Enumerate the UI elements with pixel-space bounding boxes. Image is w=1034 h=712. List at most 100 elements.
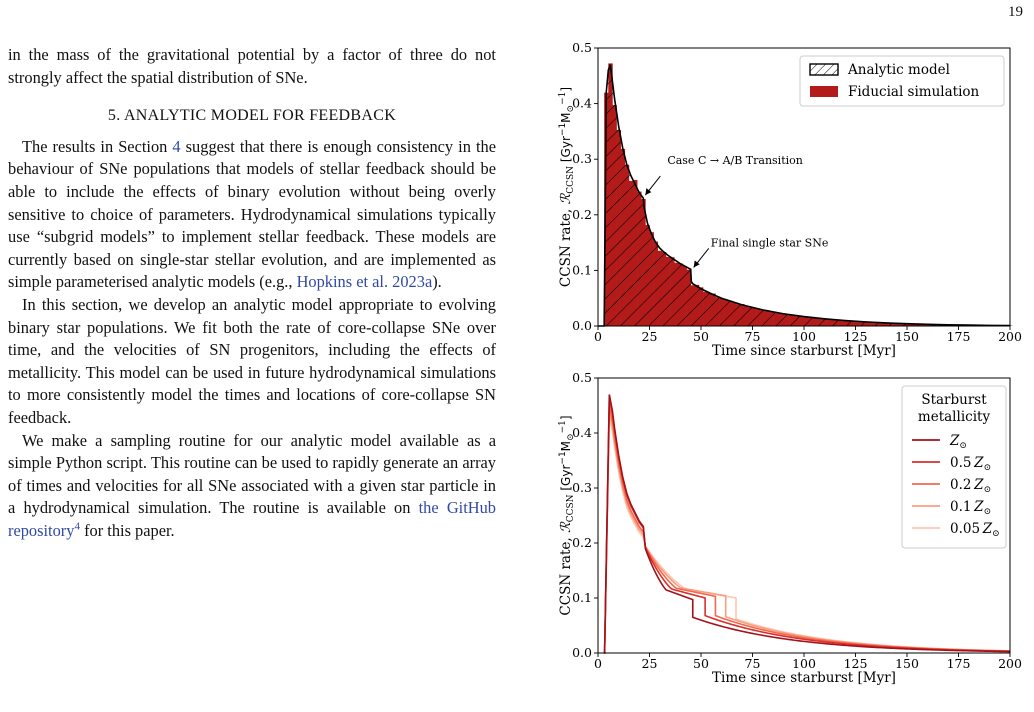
y-axis-label-part: ⊙: [566, 105, 576, 113]
x-tick-label: 100: [792, 656, 816, 671]
footnote-link[interactable]: 4: [74, 520, 80, 533]
legend-label: 0.5 Z⊙: [950, 455, 991, 473]
chart-bottom: 0 25 50 75 100 125 150 175 200 0.0 0.1 0.2 0.3 0.4 0.5…: [558, 370, 1022, 686]
section-heading: 5. ANALYTIC MODEL FOR FEEDBACK: [107, 107, 397, 125]
legend-title: Starburst: [921, 392, 987, 408]
plot-frame: [597, 377, 1011, 654]
legend-label-sun: ⊙: [959, 441, 967, 451]
legend-label-z: Z: [982, 521, 993, 537]
legend-label-z: Z: [949, 433, 960, 449]
y-axis-label-part: ℛ: [558, 193, 574, 205]
annotation-text: Case C → A/B Transition: [667, 154, 803, 167]
analytic-model-hatch: [598, 64, 1010, 327]
text-column: in the mass of the gravitational potenti…: [8, 44, 496, 542]
legend-label-coef: 0.5: [950, 455, 974, 471]
legend-swatch-simulation: [810, 86, 838, 97]
y-tick-label: 0.5: [572, 370, 592, 385]
legend-label: Analytic model: [847, 62, 950, 78]
legend-label: 0.05 Z⊙: [950, 521, 1000, 539]
x-tick-label: 50: [693, 329, 709, 344]
x-tick-label: 25: [642, 329, 658, 344]
y-tick-label: 0.2: [572, 207, 592, 222]
paragraph-routine: We make a sampling routine for our analy…: [8, 430, 496, 543]
x-tick-label: 175: [947, 329, 971, 344]
y-axis-label-part: CCSN: [566, 494, 576, 522]
y-axis-label-part: −1: [558, 451, 568, 464]
legend-label: 0.2 Z⊙: [950, 477, 991, 495]
y-axis-label-part: ]: [559, 87, 573, 92]
github-link[interactable]: the GitHub repository: [8, 498, 497, 540]
x-tick-label: 125: [844, 329, 868, 344]
metallicity-line: [603, 394, 1011, 654]
annotation-arrowhead: [693, 260, 700, 268]
legend-label-coef: 0.2: [950, 477, 974, 493]
legend-label-sun: ⊙: [984, 507, 992, 517]
y-axis-label: CCSN rate, ℛCCSN [Gyr−1M⊙−1]: [558, 87, 576, 287]
y-tick-label: 0.0: [572, 645, 592, 660]
legend-label-z: Z: [973, 499, 984, 515]
x-axis-label: Time since starburst [Myr]: [712, 343, 896, 359]
legend-label-z: Z: [973, 477, 984, 493]
y-axis-label-part: ⊙: [566, 433, 576, 441]
y-tick-label: 0.2: [572, 535, 592, 550]
footnote-marker: 4: [74, 520, 80, 532]
y-axis-label-part: M: [559, 112, 573, 122]
y-axis-label-part: −1: [558, 123, 568, 136]
citation-link[interactable]: Hopkins et al. 2023a: [296, 272, 433, 292]
x-tick-label: 150: [895, 656, 919, 671]
y-tick-label: 0.5: [572, 40, 592, 55]
y-axis-label-part: −1: [558, 92, 568, 105]
y-axis-label-part: M: [559, 441, 573, 451]
y-tick-label: 0.4: [572, 425, 592, 440]
paragraph-results: The results in Section 4 suggest that th…: [8, 136, 496, 294]
x-tick-label: 75: [745, 329, 761, 344]
legend-label-sun: ⊙: [984, 485, 992, 495]
section-link[interactable]: 4: [172, 136, 181, 156]
x-tick-label: 50: [693, 656, 709, 671]
y-axis-label-part: [Gyr: [559, 465, 573, 495]
y-tick-label: 0.3: [572, 480, 592, 495]
x-tick-label: 200: [998, 329, 1022, 344]
x-tick-label: 75: [745, 656, 761, 671]
y-axis-label-part: ℛ: [558, 521, 574, 533]
legend-label-coef: 0.1: [950, 499, 974, 515]
y-axis-label-part: −1: [558, 420, 568, 433]
paragraph-section-intro: In this section, we develop an analytic …: [8, 294, 496, 427]
analytic-model-line: [598, 64, 1011, 327]
legend-box: [901, 385, 1007, 549]
x-tick-label: 125: [844, 656, 868, 671]
legend-label: Fiducial simulation: [848, 84, 980, 100]
y-tick-label: 0.1: [572, 262, 592, 277]
page-number: 19: [1008, 4, 1023, 20]
paragraph-text: ).: [432, 272, 442, 292]
y-axis-label: CCSN rate, ℛCCSN [Gyr−1M⊙−1]: [558, 415, 576, 615]
legend-box: [799, 55, 1005, 107]
y-tick-label: 0.0: [572, 318, 592, 333]
legend-swatch-analytic: [809, 63, 839, 76]
legend-label-coef: 0.05: [950, 521, 983, 537]
y-axis-label-part: CCSN rate,: [558, 533, 574, 616]
legend-label-z: Z: [973, 455, 984, 471]
plot-frame: [597, 47, 1011, 327]
paragraph-text: We make a sampling routine for our analy…: [8, 430, 496, 518]
x-tick-label: 150: [895, 329, 919, 344]
x-tick-label: 175: [947, 656, 971, 671]
x-axis-label: Time since starburst [Myr]: [712, 670, 896, 686]
x-tick-label: 0: [594, 329, 602, 344]
annotation-arrowhead: [645, 188, 652, 196]
y-tick-label: 0.3: [572, 151, 592, 166]
y-axis-label-part: [Gyr: [559, 136, 573, 166]
paragraph-text: The results in Section: [22, 136, 173, 156]
x-tick-label: 200: [998, 656, 1022, 671]
y-axis-label-part: ]: [559, 415, 573, 420]
y-tick-label: 0.1: [572, 590, 592, 605]
paragraph-text: suggest that there is enough consistency…: [8, 136, 496, 292]
legend-label: 0.1 Z⊙: [950, 499, 991, 517]
y-axis-label-part: CCSN rate,: [558, 205, 574, 288]
paragraph-intro: in the mass of the gravitational potenti…: [8, 45, 496, 87]
y-axis-label-part: CCSN: [566, 166, 576, 194]
legend-label: Z⊙: [949, 433, 967, 451]
paragraph-text: for this paper.: [79, 520, 175, 540]
legend-label-sun: ⊙: [992, 529, 1000, 539]
annotation-text: Final single star SNe: [711, 236, 829, 249]
